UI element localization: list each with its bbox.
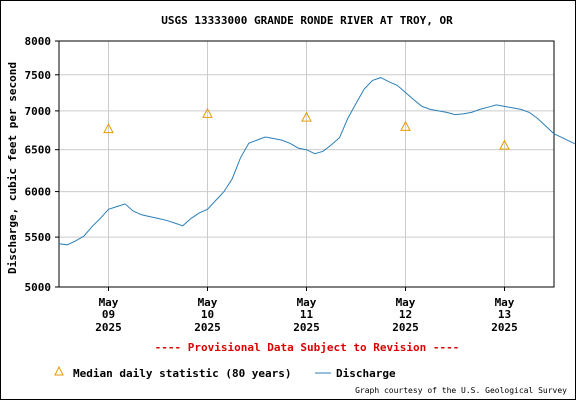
chart-title: USGS 13333000 GRANDE RONDE RIVER AT TROY…	[161, 14, 453, 27]
y-axis-label: Discharge, cubic feet per second	[6, 62, 19, 274]
y-tick-label: 6000	[25, 186, 52, 199]
median-point	[103, 123, 114, 134]
median-point	[499, 139, 510, 150]
x-tick-label-month: May	[297, 296, 317, 309]
median-point	[301, 111, 312, 122]
x-tick-label-day: 10	[201, 308, 214, 321]
x-tick-label-day: 09	[102, 308, 115, 321]
y-tick-label: 6500	[25, 144, 52, 157]
discharge-series-line	[58, 77, 576, 246]
x-tick-label-year: 2025	[491, 321, 518, 334]
y-tick-label: 7500	[25, 69, 52, 82]
x-tick-label-month: May	[198, 296, 218, 309]
x-tick-label-day: 12	[399, 308, 412, 321]
plot-area	[58, 40, 555, 288]
median-point	[400, 120, 411, 131]
y-axis-ticks: 5000 5500 6000 6500 7000 7500 8000	[25, 35, 59, 294]
y-tick-label: 8000	[25, 35, 52, 48]
x-axis-ticks: May092025May102025May112025May122025May1…	[95, 287, 518, 334]
legend-median-marker	[54, 365, 64, 376]
provisional-note: ---- Provisional Data Subject to Revisio…	[155, 341, 460, 354]
legend-median-label: Median daily statistic (80 years)	[73, 367, 292, 380]
y-tick-label: 5000	[25, 281, 52, 294]
credit-text: Graph courtesy of the U.S. Geological Su…	[355, 386, 567, 395]
series-layer	[58, 77, 576, 246]
x-tick-label-month: May	[495, 296, 515, 309]
y-tick-label: 5500	[25, 231, 52, 244]
x-tick-label-day: 13	[498, 308, 511, 321]
x-tick-label-year: 2025	[293, 321, 320, 334]
legend-discharge-label: Discharge	[336, 367, 396, 380]
x-tick-label-month: May	[396, 296, 416, 309]
x-tick-label-year: 2025	[194, 321, 221, 334]
median-point	[202, 107, 213, 118]
x-tick-label-month: May	[99, 296, 119, 309]
x-tick-label-year: 2025	[392, 321, 419, 334]
legend: Median daily statistic (80 years) Discha…	[54, 365, 396, 380]
grid-lines	[59, 41, 554, 287]
x-tick-label-day: 11	[300, 308, 314, 321]
x-tick-label-year: 2025	[95, 321, 122, 334]
y-tick-label: 7000	[25, 105, 52, 118]
